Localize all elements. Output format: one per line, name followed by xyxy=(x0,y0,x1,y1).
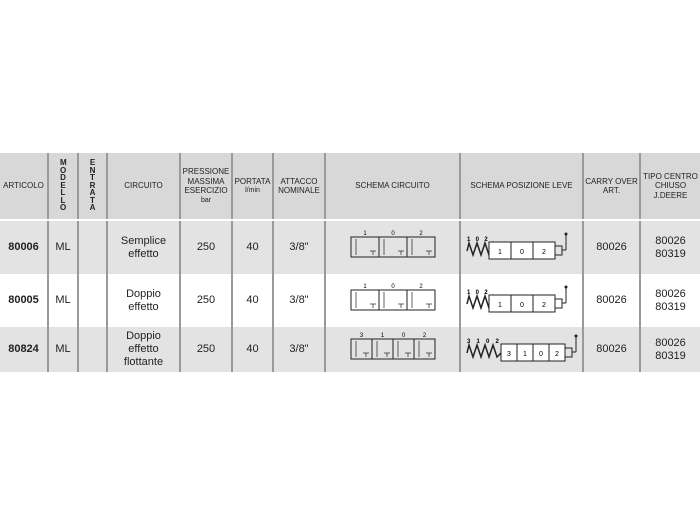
circuit-position-label: 3 xyxy=(359,333,363,339)
lever-position-label: 1 xyxy=(498,302,502,309)
pressione-cell: 250 xyxy=(179,327,232,372)
articolo-cell: 80006 xyxy=(0,220,48,274)
modello-cell: ML xyxy=(47,220,78,274)
pressione-cell: 250 xyxy=(179,274,232,327)
pressione-cell: 250 xyxy=(179,220,232,274)
tipo-centro-cell: 80026 80319 xyxy=(639,327,700,372)
portata-cell: 40 xyxy=(231,327,273,372)
header-schema-leve: SCHEMA POSIZIONE LEVE xyxy=(459,153,583,221)
spring-position-label: 0 xyxy=(475,290,479,296)
lever-position-label: 1 xyxy=(523,351,527,358)
header-pressione: PRESSIONE MASSIMA ESERCIZIO bar xyxy=(179,153,232,221)
carry-over-cell: 80026 xyxy=(582,274,640,327)
spring-position-label: 2 xyxy=(484,290,488,296)
tipo-centro-cell: 80026 80319 xyxy=(639,274,700,327)
spring-position-label: 3 xyxy=(467,339,471,345)
spring-position-label: 1 xyxy=(476,339,480,345)
lever-position-label: 2 xyxy=(542,302,546,309)
header-schema-circuito: SCHEMA CIRCUITO xyxy=(324,153,460,221)
spring-position-label: 1 xyxy=(467,290,471,296)
modello-cell: ML xyxy=(47,274,78,327)
spring-position-label: 0 xyxy=(486,339,490,345)
portata-cell: 40 xyxy=(231,274,273,327)
header-circuito: CIRCUITO xyxy=(106,153,180,221)
product-table: ARTICOLO MODELLO ENTRATA CIRCUITO PRESSI… xyxy=(0,153,700,372)
circuit-schema-diagram: 1 0 2 xyxy=(350,231,435,257)
circuit-position-label: 2 xyxy=(419,284,423,290)
entrata-cell xyxy=(77,327,107,372)
circuito-cell: Semplice effetto xyxy=(106,220,180,274)
table-row: 80824 ML Doppio effetto flottante 250 40 3/8"… xyxy=(0,327,700,372)
table-row: 80005 ML Doppio effetto 250 40 3/8" 1 0 2 1 0 2 1 0 2 8… xyxy=(0,274,700,327)
portata-cell: 40 xyxy=(231,220,273,274)
lever-position-label: 2 xyxy=(542,249,546,256)
lever-position-diagram: 1 0 21 0 2 xyxy=(465,285,567,312)
modello-cell: ML xyxy=(47,327,78,372)
schema-circuito-cell: 1 0 2 xyxy=(324,220,460,274)
header-carry-over: CARRY OVER ART. xyxy=(582,153,640,221)
circuit-position-label: 1 xyxy=(363,231,367,237)
circuit-schema-diagram: 1 0 2 xyxy=(350,284,435,310)
spring-position-label: 0 xyxy=(475,237,479,243)
header-tipo-centro: TIPO CENTRO CHIUSO J.DEERE xyxy=(639,153,700,221)
circuit-position-label: 0 xyxy=(401,333,405,339)
lever-position-diagram: 3 1 0 23 1 0 2 xyxy=(465,334,577,361)
header-articolo: ARTICOLO xyxy=(0,153,48,221)
table-row: 80006 ML Semplice effetto 250 40 3/8" 1 0 2 1 0 2 1 0… xyxy=(0,220,700,274)
entrata-cell xyxy=(77,274,107,327)
circuit-position-label: 1 xyxy=(380,333,384,339)
circuito-cell: Doppio effetto xyxy=(106,274,180,327)
circuit-position-label: 0 xyxy=(391,231,395,237)
circuit-schema-diagram: 3 1 0 2 xyxy=(350,333,435,359)
attacco-cell: 3/8" xyxy=(272,220,325,274)
header-modello: MODELLO xyxy=(47,153,78,221)
spring-position-label: 2 xyxy=(495,339,499,345)
schema-circuito-cell: 3 1 0 2 xyxy=(324,327,460,372)
lever-position-label: 2 xyxy=(555,351,559,358)
lever-position-label: 0 xyxy=(539,351,543,358)
carry-over-cell: 80026 xyxy=(582,220,640,274)
header-row: ARTICOLO MODELLO ENTRATA CIRCUITO PRESSI… xyxy=(0,153,700,221)
circuit-position-label: 1 xyxy=(363,284,367,290)
attacco-cell: 3/8" xyxy=(272,274,325,327)
circuit-position-label: 2 xyxy=(422,333,426,339)
circuito-cell: Doppio effetto flottante xyxy=(106,327,180,372)
lever-position-label: 3 xyxy=(507,351,511,358)
carry-over-cell: 80026 xyxy=(582,327,640,372)
circuit-position-label: 0 xyxy=(391,284,395,290)
attacco-cell: 3/8" xyxy=(272,327,325,372)
articolo-cell: 80005 xyxy=(0,274,48,327)
lever-position-diagram: 1 0 21 0 2 xyxy=(465,232,567,259)
header-attacco: ATTACCO NOMINALE xyxy=(272,153,325,221)
articolo-cell: 80824 xyxy=(0,327,48,372)
schema-circuito-cell: 1 0 2 xyxy=(324,274,460,327)
header-entrata: ENTRATA xyxy=(77,153,107,221)
spring-position-label: 1 xyxy=(467,237,471,243)
tipo-centro-cell: 80026 80319 xyxy=(639,220,700,274)
circuit-position-label: 2 xyxy=(419,231,423,237)
header-portata: PORTATA l/min xyxy=(231,153,273,221)
lever-position-label: 0 xyxy=(520,302,524,309)
lever-position-label: 1 xyxy=(498,249,502,256)
spring-position-label: 2 xyxy=(484,237,488,243)
lever-position-label: 0 xyxy=(520,249,524,256)
entrata-cell xyxy=(77,220,107,274)
